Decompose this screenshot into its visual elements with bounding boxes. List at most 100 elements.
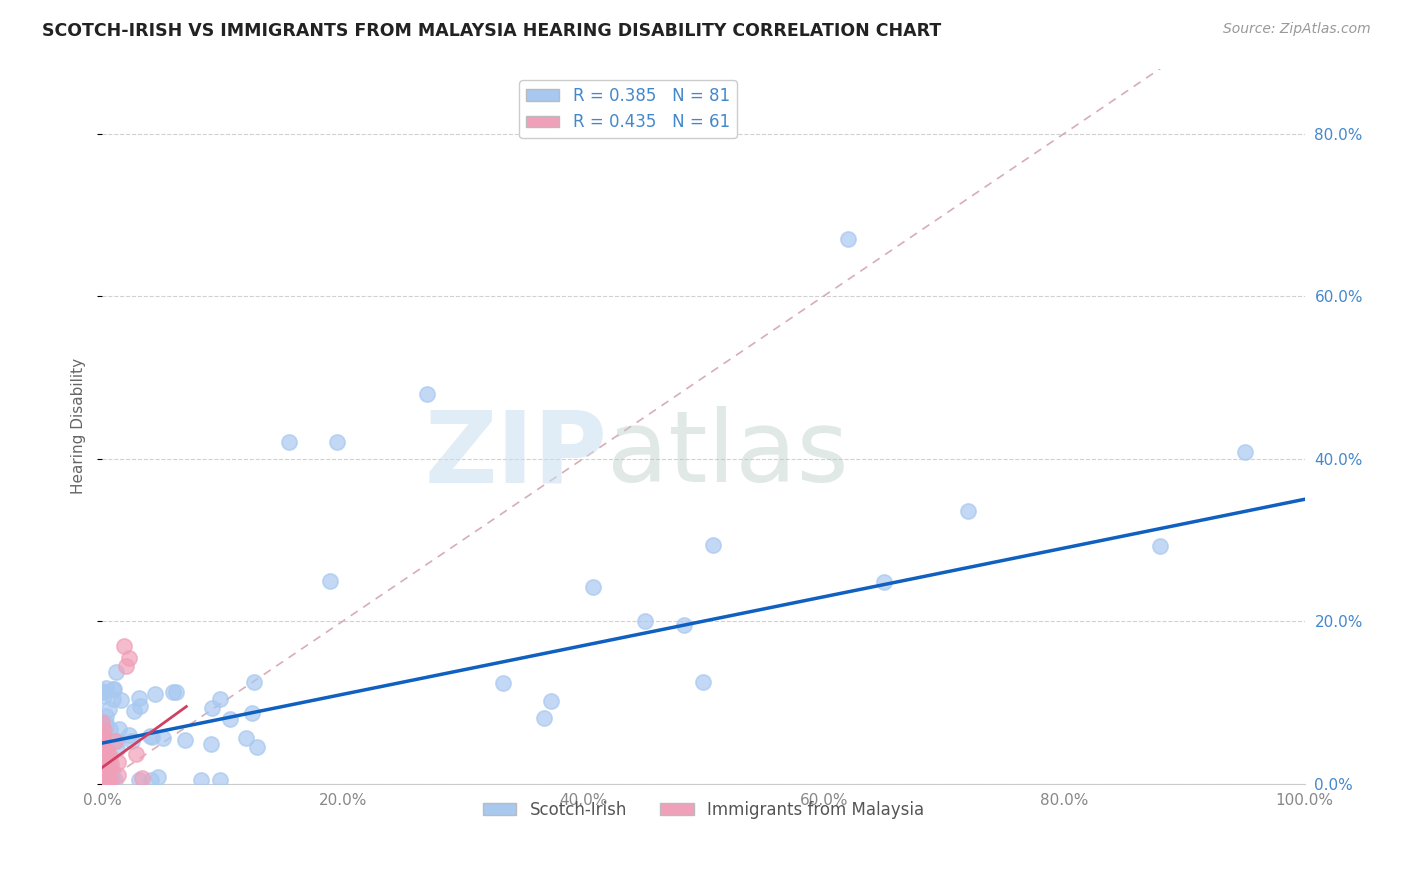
- Point: [246, 739, 269, 754]
- Point: [101, 772, 124, 787]
- Text: Source: ZipAtlas.com: Source: ZipAtlas.com: [1223, 22, 1371, 37]
- Point: [91, 742, 114, 756]
- Point: [122, 704, 145, 718]
- Point: [104, 733, 127, 747]
- Point: [91, 766, 114, 780]
- Point: [91, 749, 114, 764]
- Point: [141, 772, 163, 787]
- Point: [143, 688, 166, 702]
- Point: [91, 763, 114, 777]
- Point: [96, 759, 118, 773]
- Point: [152, 731, 174, 745]
- Point: [91, 741, 114, 756]
- Point: [96, 720, 118, 734]
- Point: [93, 763, 115, 777]
- Point: [131, 771, 153, 785]
- Point: [110, 692, 132, 706]
- Point: [139, 729, 162, 743]
- Point: [94, 775, 117, 789]
- Point: [100, 764, 122, 778]
- Point: [277, 435, 299, 450]
- Text: atlas: atlas: [607, 406, 849, 503]
- Point: [91, 772, 114, 787]
- Point: [141, 730, 163, 744]
- Point: [93, 723, 115, 737]
- Point: [91, 745, 114, 759]
- Point: [235, 731, 257, 745]
- Point: [96, 681, 118, 695]
- Legend: Scotch-Irish, Immigrants from Malaysia: Scotch-Irish, Immigrants from Malaysia: [477, 794, 931, 825]
- Point: [702, 537, 724, 551]
- Point: [97, 754, 120, 768]
- Point: [91, 737, 114, 751]
- Point: [91, 739, 114, 754]
- Point: [105, 665, 128, 679]
- Point: [124, 747, 146, 761]
- Point: [103, 681, 125, 696]
- Point: [96, 709, 118, 723]
- Point: [93, 767, 115, 781]
- Point: [93, 748, 115, 763]
- Point: [96, 764, 118, 779]
- Point: [98, 763, 121, 777]
- Point: [91, 765, 114, 780]
- Point: [190, 772, 212, 787]
- Point: [165, 685, 187, 699]
- Point: [98, 722, 121, 736]
- Point: [91, 760, 114, 774]
- Point: [416, 386, 439, 401]
- Point: [98, 748, 121, 763]
- Text: SCOTCH-IRISH VS IMMIGRANTS FROM MALAYSIA HEARING DISABILITY CORRELATION CHART: SCOTCH-IRISH VS IMMIGRANTS FROM MALAYSIA…: [42, 22, 942, 40]
- Point: [91, 759, 114, 773]
- Point: [91, 759, 114, 773]
- Point: [242, 674, 264, 689]
- Point: [91, 775, 114, 789]
- Point: [98, 756, 121, 770]
- Point: [91, 732, 114, 747]
- Point: [97, 772, 120, 787]
- Point: [115, 659, 138, 673]
- Point: [91, 760, 114, 774]
- Point: [93, 764, 115, 779]
- Point: [91, 684, 114, 698]
- Point: [91, 772, 114, 787]
- Point: [91, 741, 114, 756]
- Point: [104, 772, 127, 787]
- Point: [91, 772, 114, 786]
- Point: [162, 685, 184, 699]
- Point: [91, 735, 114, 749]
- Point: [107, 755, 129, 769]
- Point: [91, 752, 114, 766]
- Point: [128, 772, 150, 787]
- Point: [91, 775, 114, 789]
- Point: [325, 435, 347, 450]
- Point: [209, 692, 232, 706]
- Point: [93, 756, 115, 771]
- Point: [692, 675, 714, 690]
- Point: [91, 773, 114, 788]
- Point: [93, 766, 115, 780]
- Point: [118, 728, 141, 742]
- Point: [93, 723, 115, 738]
- Point: [128, 690, 150, 705]
- Point: [218, 712, 240, 726]
- Point: [107, 768, 129, 782]
- Point: [96, 744, 118, 758]
- Point: [837, 232, 859, 246]
- Point: [93, 718, 115, 732]
- Point: [91, 769, 114, 783]
- Point: [634, 615, 657, 629]
- Y-axis label: Hearing Disability: Hearing Disability: [72, 358, 86, 494]
- Point: [91, 770, 114, 784]
- Point: [91, 772, 114, 787]
- Point: [100, 757, 122, 772]
- Point: [91, 752, 114, 766]
- Point: [128, 698, 150, 713]
- Point: [91, 743, 114, 757]
- Point: [1233, 445, 1256, 459]
- Point: [91, 775, 114, 789]
- Point: [201, 701, 224, 715]
- Point: [97, 775, 120, 789]
- Point: [103, 681, 125, 696]
- Point: [93, 753, 115, 767]
